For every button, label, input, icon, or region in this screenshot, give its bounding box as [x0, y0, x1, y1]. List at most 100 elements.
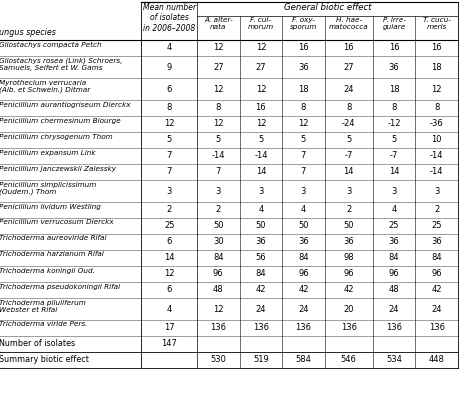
Text: 98: 98 [344, 253, 354, 263]
Text: -14: -14 [430, 152, 444, 160]
Text: 584: 584 [295, 356, 312, 364]
Text: Penicillium janczewskii Zalessky: Penicillium janczewskii Zalessky [0, 166, 116, 172]
Text: 12: 12 [213, 44, 224, 53]
Text: 8: 8 [391, 103, 397, 112]
Text: -14: -14 [212, 152, 225, 160]
Text: 2: 2 [346, 206, 351, 215]
Text: 24: 24 [389, 305, 400, 314]
Text: -7: -7 [390, 152, 398, 160]
Text: 530: 530 [210, 356, 226, 364]
Text: 6: 6 [167, 286, 172, 295]
Text: F. oxy-
sporum: F. oxy- sporum [290, 17, 317, 30]
Text: Trichoderma harzianum Rifai: Trichoderma harzianum Rifai [0, 252, 104, 257]
Text: 24: 24 [298, 305, 309, 314]
Text: 4: 4 [167, 44, 172, 53]
Text: 84: 84 [432, 253, 442, 263]
Text: F. cul-
morum: F. cul- morum [248, 17, 274, 30]
Text: 3: 3 [301, 187, 306, 196]
Text: Penicillium expansum Link: Penicillium expansum Link [0, 149, 96, 156]
Text: 14: 14 [389, 168, 400, 177]
Text: H. hae-
matococca: H. hae- matococca [329, 17, 369, 30]
Text: 18: 18 [432, 63, 442, 72]
Text: 136: 136 [429, 324, 445, 332]
Text: 4: 4 [392, 206, 397, 215]
Text: 12: 12 [298, 120, 309, 128]
Text: 3: 3 [346, 187, 351, 196]
Text: 16: 16 [298, 44, 309, 53]
Text: 42: 42 [344, 286, 354, 295]
Text: 136: 136 [210, 324, 226, 332]
Text: 16: 16 [344, 44, 354, 53]
Text: 16: 16 [256, 103, 266, 112]
Text: 6: 6 [167, 84, 172, 93]
Text: 3: 3 [167, 187, 172, 196]
Text: Mean number
of isolates
in 2006–2008: Mean number of isolates in 2006–2008 [143, 3, 196, 33]
Text: 27: 27 [256, 63, 266, 72]
Text: 42: 42 [298, 286, 309, 295]
Text: Penicillium chermesinum Biourge: Penicillium chermesinum Biourge [0, 118, 121, 124]
Text: Penicillium lividum Westling: Penicillium lividum Westling [0, 204, 101, 210]
Text: 136: 136 [341, 324, 357, 332]
Text: 50: 50 [213, 221, 224, 231]
Text: 48: 48 [389, 286, 400, 295]
Text: 14: 14 [344, 168, 354, 177]
Text: 84: 84 [298, 253, 309, 263]
Text: General biotic effect: General biotic effect [284, 3, 371, 12]
Text: 5: 5 [346, 135, 351, 145]
Text: 2: 2 [167, 206, 172, 215]
Text: 36: 36 [298, 63, 309, 72]
Text: 10: 10 [432, 135, 442, 145]
Text: 3: 3 [434, 187, 439, 196]
Text: 136: 136 [295, 324, 312, 332]
Text: 8: 8 [167, 103, 172, 112]
Text: 14: 14 [256, 168, 266, 177]
Text: 96: 96 [298, 269, 309, 278]
Text: 50: 50 [344, 221, 354, 231]
Text: -36: -36 [430, 120, 444, 128]
Text: 16: 16 [389, 44, 400, 53]
Text: 12: 12 [256, 44, 266, 53]
Text: 12: 12 [164, 120, 175, 128]
Text: 16: 16 [432, 44, 442, 53]
Text: Penicillium verrucosum Dierckx: Penicillium verrucosum Dierckx [0, 219, 113, 225]
Text: 24: 24 [344, 84, 354, 93]
Text: Penicillium aurantiogriseum Dierckx: Penicillium aurantiogriseum Dierckx [0, 101, 131, 107]
Text: 25: 25 [164, 221, 175, 231]
Text: Summary biotic effect: Summary biotic effect [0, 356, 89, 364]
Text: 27: 27 [213, 63, 224, 72]
Text: 12: 12 [164, 269, 175, 278]
Text: 42: 42 [256, 286, 266, 295]
Text: 84: 84 [256, 269, 266, 278]
Text: Penicillium simplicissimum
(Oudem.) Thom: Penicillium simplicissimum (Oudem.) Thom [0, 181, 96, 195]
Text: 7: 7 [301, 152, 306, 160]
Text: 24: 24 [256, 305, 266, 314]
Text: 36: 36 [256, 238, 266, 246]
Text: 534: 534 [386, 356, 402, 364]
Text: -14: -14 [430, 168, 444, 177]
Text: 7: 7 [167, 168, 172, 177]
Text: -14: -14 [254, 152, 268, 160]
Text: 12: 12 [213, 120, 224, 128]
Text: -7: -7 [344, 152, 353, 160]
Text: T. cucu-
meris: T. cucu- meris [423, 17, 450, 30]
Text: 5: 5 [392, 135, 397, 145]
Text: 25: 25 [432, 221, 442, 231]
Text: 546: 546 [341, 356, 357, 364]
Text: ungus species: ungus species [0, 28, 56, 37]
Text: 96: 96 [344, 269, 354, 278]
Text: Gliostachys compacta Petch: Gliostachys compacta Petch [0, 42, 101, 48]
Text: 36: 36 [389, 63, 400, 72]
Text: 5: 5 [167, 135, 172, 145]
Text: 36: 36 [298, 238, 309, 246]
Text: 2: 2 [216, 206, 221, 215]
Text: 96: 96 [389, 269, 400, 278]
Text: 8: 8 [216, 103, 221, 112]
Text: Trichoderma piluliferum
Webster et Rifai: Trichoderma piluliferum Webster et Rifai [0, 299, 86, 313]
Text: 30: 30 [213, 238, 224, 246]
Text: 8: 8 [434, 103, 439, 112]
Text: 5: 5 [258, 135, 263, 145]
Text: 48: 48 [213, 286, 224, 295]
Text: A. alter-
nata: A. alter- nata [204, 17, 232, 30]
Text: 42: 42 [432, 286, 442, 295]
Text: 14: 14 [164, 253, 175, 263]
